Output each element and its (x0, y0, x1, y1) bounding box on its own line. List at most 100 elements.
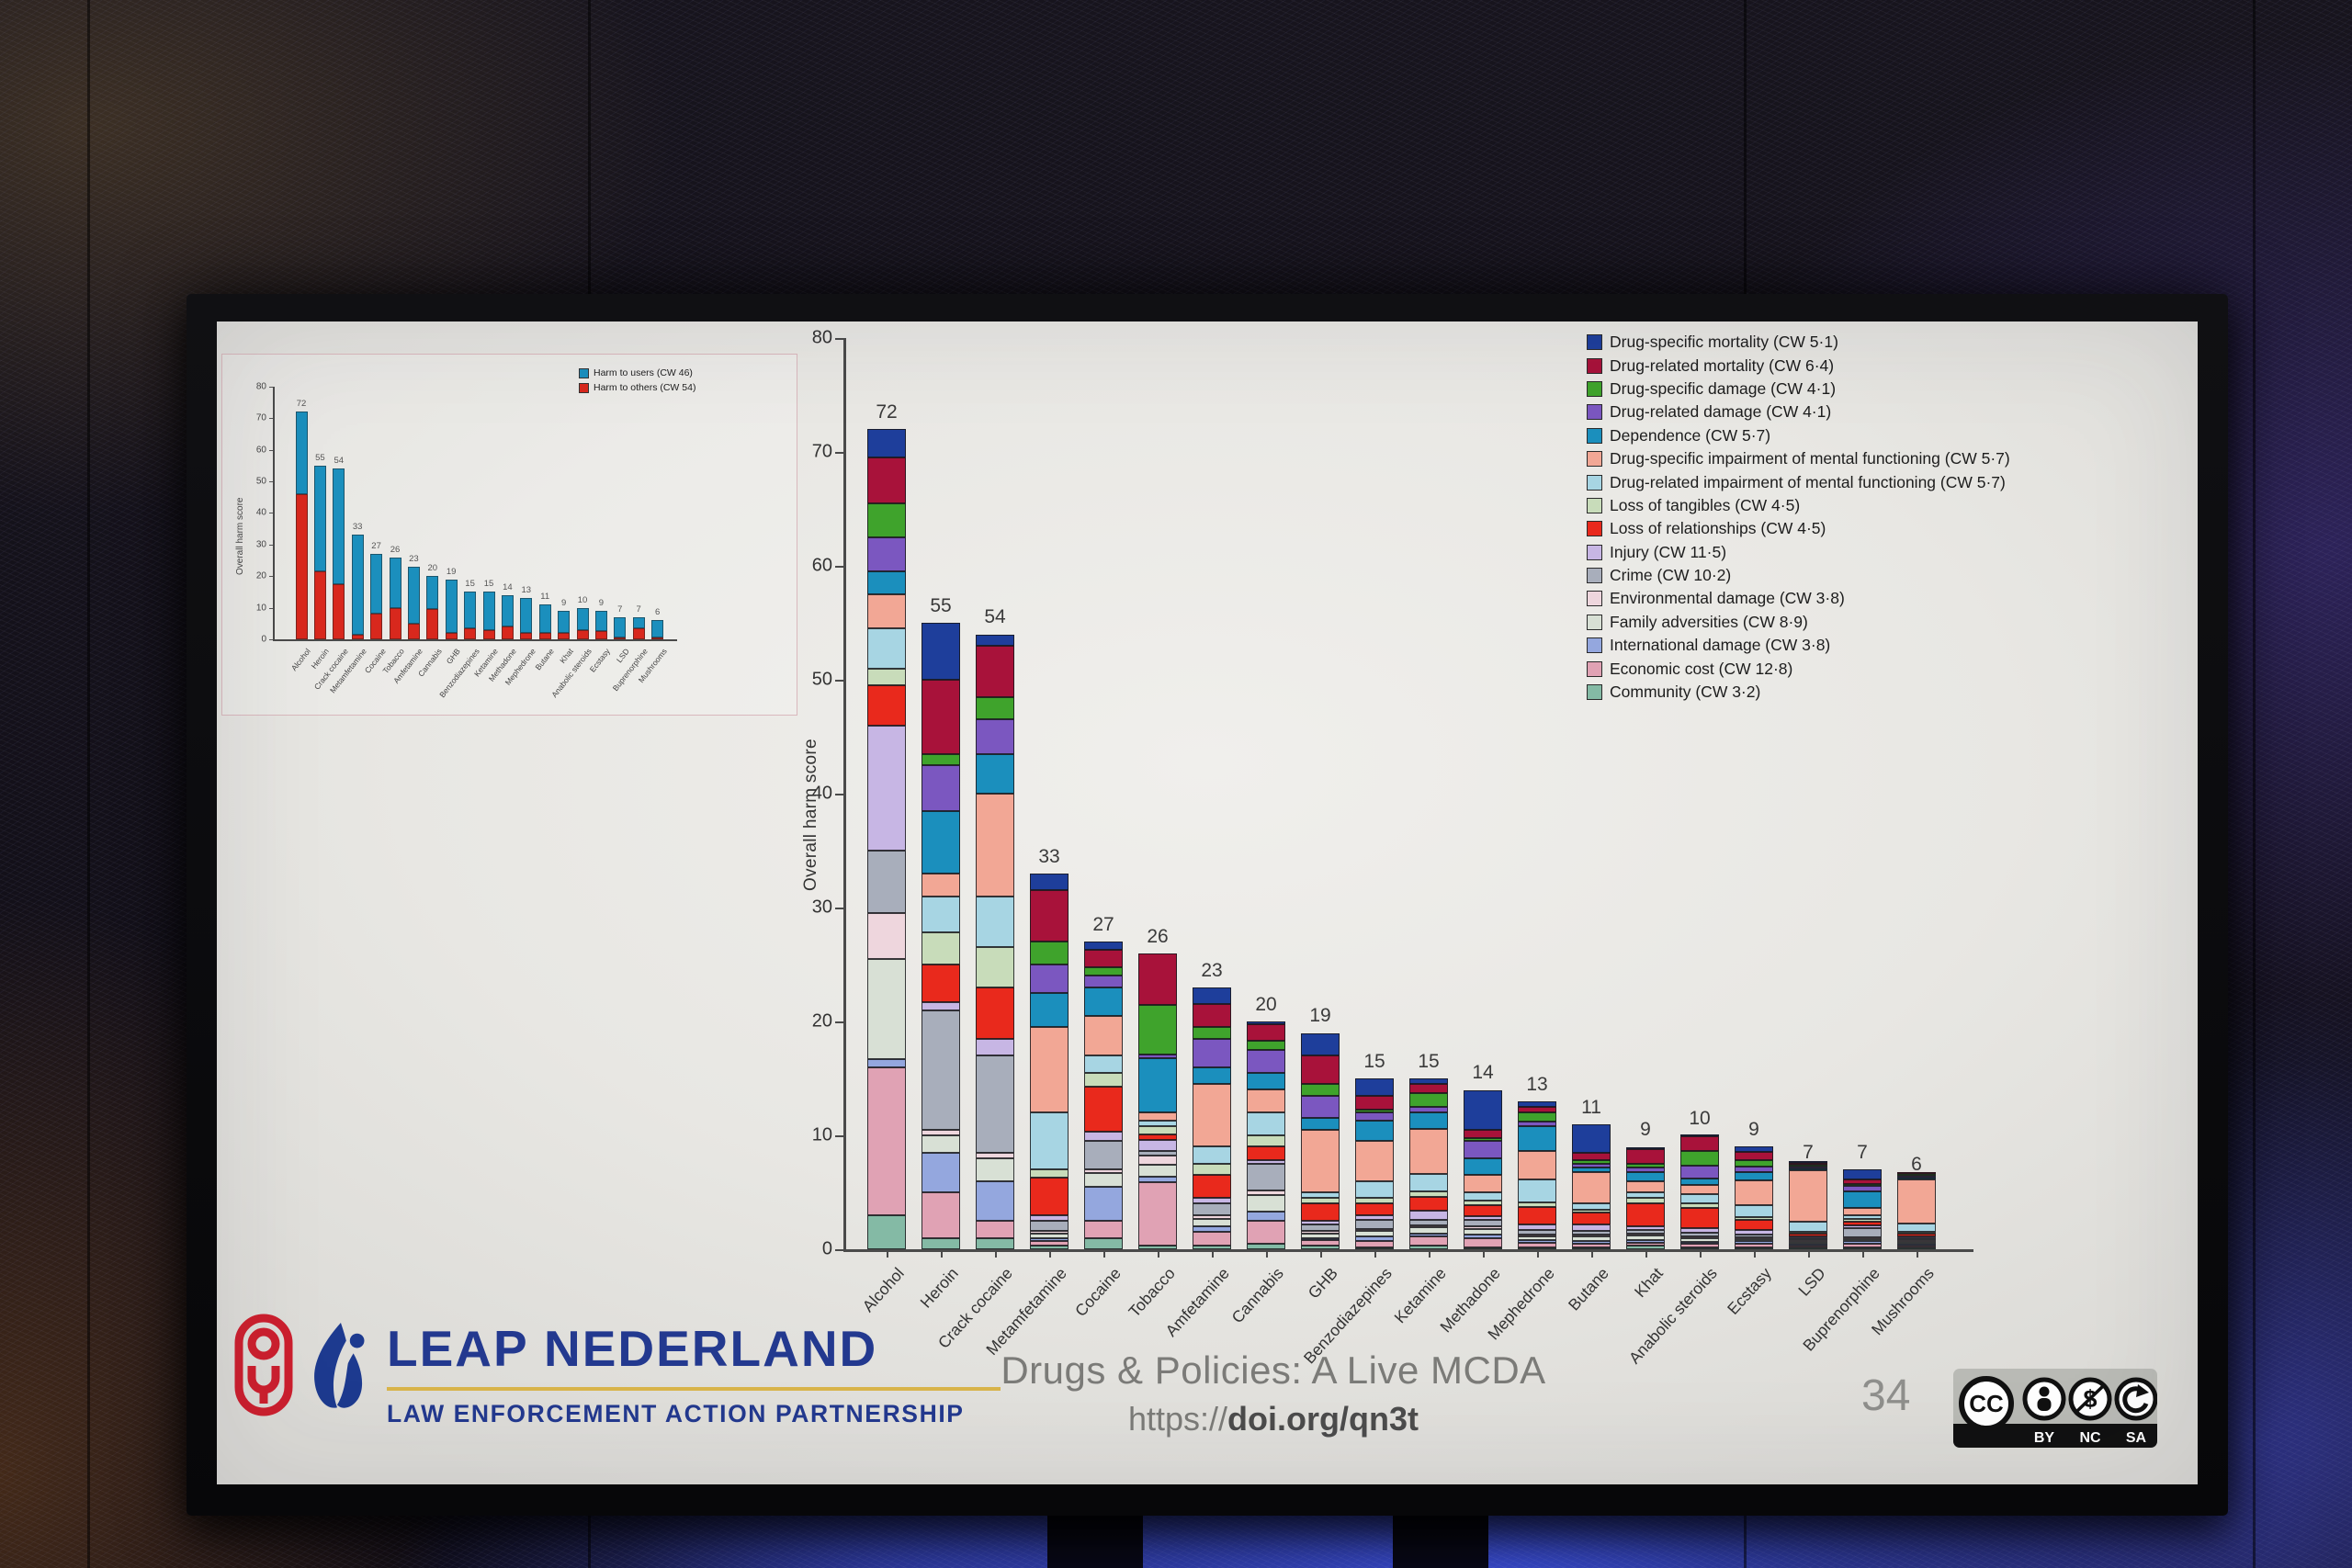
stacked-bar (1789, 1160, 1827, 1249)
bar-segment (1084, 966, 1123, 976)
x-tick-mark (941, 1249, 943, 1258)
bar-segment (1626, 1164, 1665, 1168)
slide-title: Drugs & Policies: A Live MCDA (1001, 1348, 1546, 1392)
stacked-bar (1626, 1146, 1665, 1249)
bar-segment (1193, 1146, 1231, 1165)
bar-segment (1735, 1205, 1773, 1217)
bar-segment (1464, 1247, 1502, 1249)
bar-segment (1789, 1237, 1827, 1240)
legend-swatch (1587, 451, 1602, 468)
bar-segment (614, 616, 627, 637)
bar-segment (922, 873, 960, 897)
bar-segment (538, 633, 551, 639)
bar-segment (922, 1152, 960, 1193)
bar-segment (407, 566, 420, 624)
bar-segment (1301, 1095, 1340, 1119)
x-category-label: LSD (1794, 1264, 1829, 1300)
legend-swatch (1587, 568, 1602, 584)
bar-segment (1193, 1066, 1231, 1085)
y-axis (273, 386, 275, 639)
x-tick-mark (1266, 1249, 1268, 1258)
bar-segment (389, 557, 401, 608)
bar-segment (1897, 1245, 1936, 1247)
legend-swatch (579, 367, 589, 378)
stacked-bar (482, 592, 495, 639)
legend-label: Community (CW 3·2) (1610, 682, 1761, 702)
bar-segment (1138, 1055, 1177, 1058)
bar-segment (1626, 1167, 1665, 1172)
bar-segment (1084, 976, 1123, 987)
bar-segment (1897, 1176, 1936, 1179)
bar-value-label: 26 (1147, 925, 1169, 947)
bar-segment (1897, 1224, 1936, 1233)
bar-segment (1355, 1180, 1394, 1199)
bar-segment (867, 725, 906, 852)
bar-value-label: 19 (1309, 1005, 1331, 1027)
bar-segment (976, 645, 1014, 697)
bar-segment (1301, 1198, 1340, 1204)
bar-segment (1518, 1100, 1556, 1108)
bar-segment (1626, 1233, 1665, 1236)
bar-segment (1843, 1168, 1882, 1179)
bar-segment (295, 493, 308, 639)
bar-segment (426, 576, 439, 610)
bar-segment (1680, 1236, 1719, 1239)
bar-segment (1355, 1198, 1394, 1204)
legend-item: Environmental damage (CW 3·8) (1587, 587, 2010, 610)
bar-segment (867, 537, 906, 572)
bar-segment (1897, 1237, 1936, 1240)
legend-item: International damage (CW 3·8) (1587, 634, 2010, 657)
bar-segment (1301, 1231, 1340, 1234)
bar-segment (520, 598, 533, 634)
bar-value-label: 7 (1803, 1142, 1814, 1164)
bar-segment (1030, 1027, 1069, 1113)
bar-value-label: 10 (577, 594, 588, 605)
bar-segment (1680, 1178, 1719, 1186)
bar-segment (1138, 1151, 1177, 1156)
y-tick-label: 60 (811, 555, 832, 576)
bar-value-label: 11 (1581, 1096, 1601, 1118)
bar-segment (1355, 1247, 1394, 1249)
bar-segment (1626, 1246, 1665, 1249)
cc-icon: CC (1959, 1376, 2014, 1431)
bar-segment (1789, 1234, 1827, 1236)
bar-segment (1138, 1004, 1177, 1055)
bar-segment (1518, 1122, 1556, 1127)
bar-segment (867, 685, 906, 726)
stacked-bar (520, 598, 533, 639)
bar-value-label: 9 (560, 598, 567, 609)
bar-segment (1247, 1112, 1285, 1136)
bar-segment (1735, 1247, 1773, 1249)
bar-segment (867, 571, 906, 595)
stacked-bar (1843, 1168, 1882, 1249)
bar-segment (426, 609, 439, 639)
x-category-label: Ecstasy (1723, 1264, 1775, 1318)
bar-segment (1193, 1246, 1231, 1249)
bar-segment (1301, 1221, 1340, 1224)
bar-segment (1843, 1179, 1882, 1184)
bar-segment (867, 913, 906, 959)
bar-segment (594, 631, 607, 639)
bar-segment (922, 680, 960, 754)
bar-segment (1193, 1084, 1231, 1147)
bar-segment (1843, 1215, 1882, 1220)
bar-segment (1193, 1214, 1231, 1219)
y-tick-mark (269, 576, 273, 578)
y-tick-label: 10 (811, 1124, 832, 1145)
bar-segment (520, 633, 533, 639)
bar-segment (1409, 1233, 1448, 1237)
bar-segment (1138, 1165, 1177, 1177)
bar-segment (1789, 1221, 1827, 1233)
svg-text:BY: BY (2034, 1430, 2055, 1446)
bar-segment (1193, 1175, 1231, 1199)
bar-segment (313, 571, 326, 639)
y-tick-mark (269, 386, 273, 388)
bar-value-label: 55 (930, 595, 952, 616)
bar-segment (295, 412, 308, 494)
bar-segment (1572, 1241, 1611, 1244)
bar-segment (976, 1055, 1014, 1153)
x-tick-mark (1700, 1249, 1702, 1258)
bar-segment (370, 614, 383, 639)
bar-segment (1409, 1112, 1448, 1129)
